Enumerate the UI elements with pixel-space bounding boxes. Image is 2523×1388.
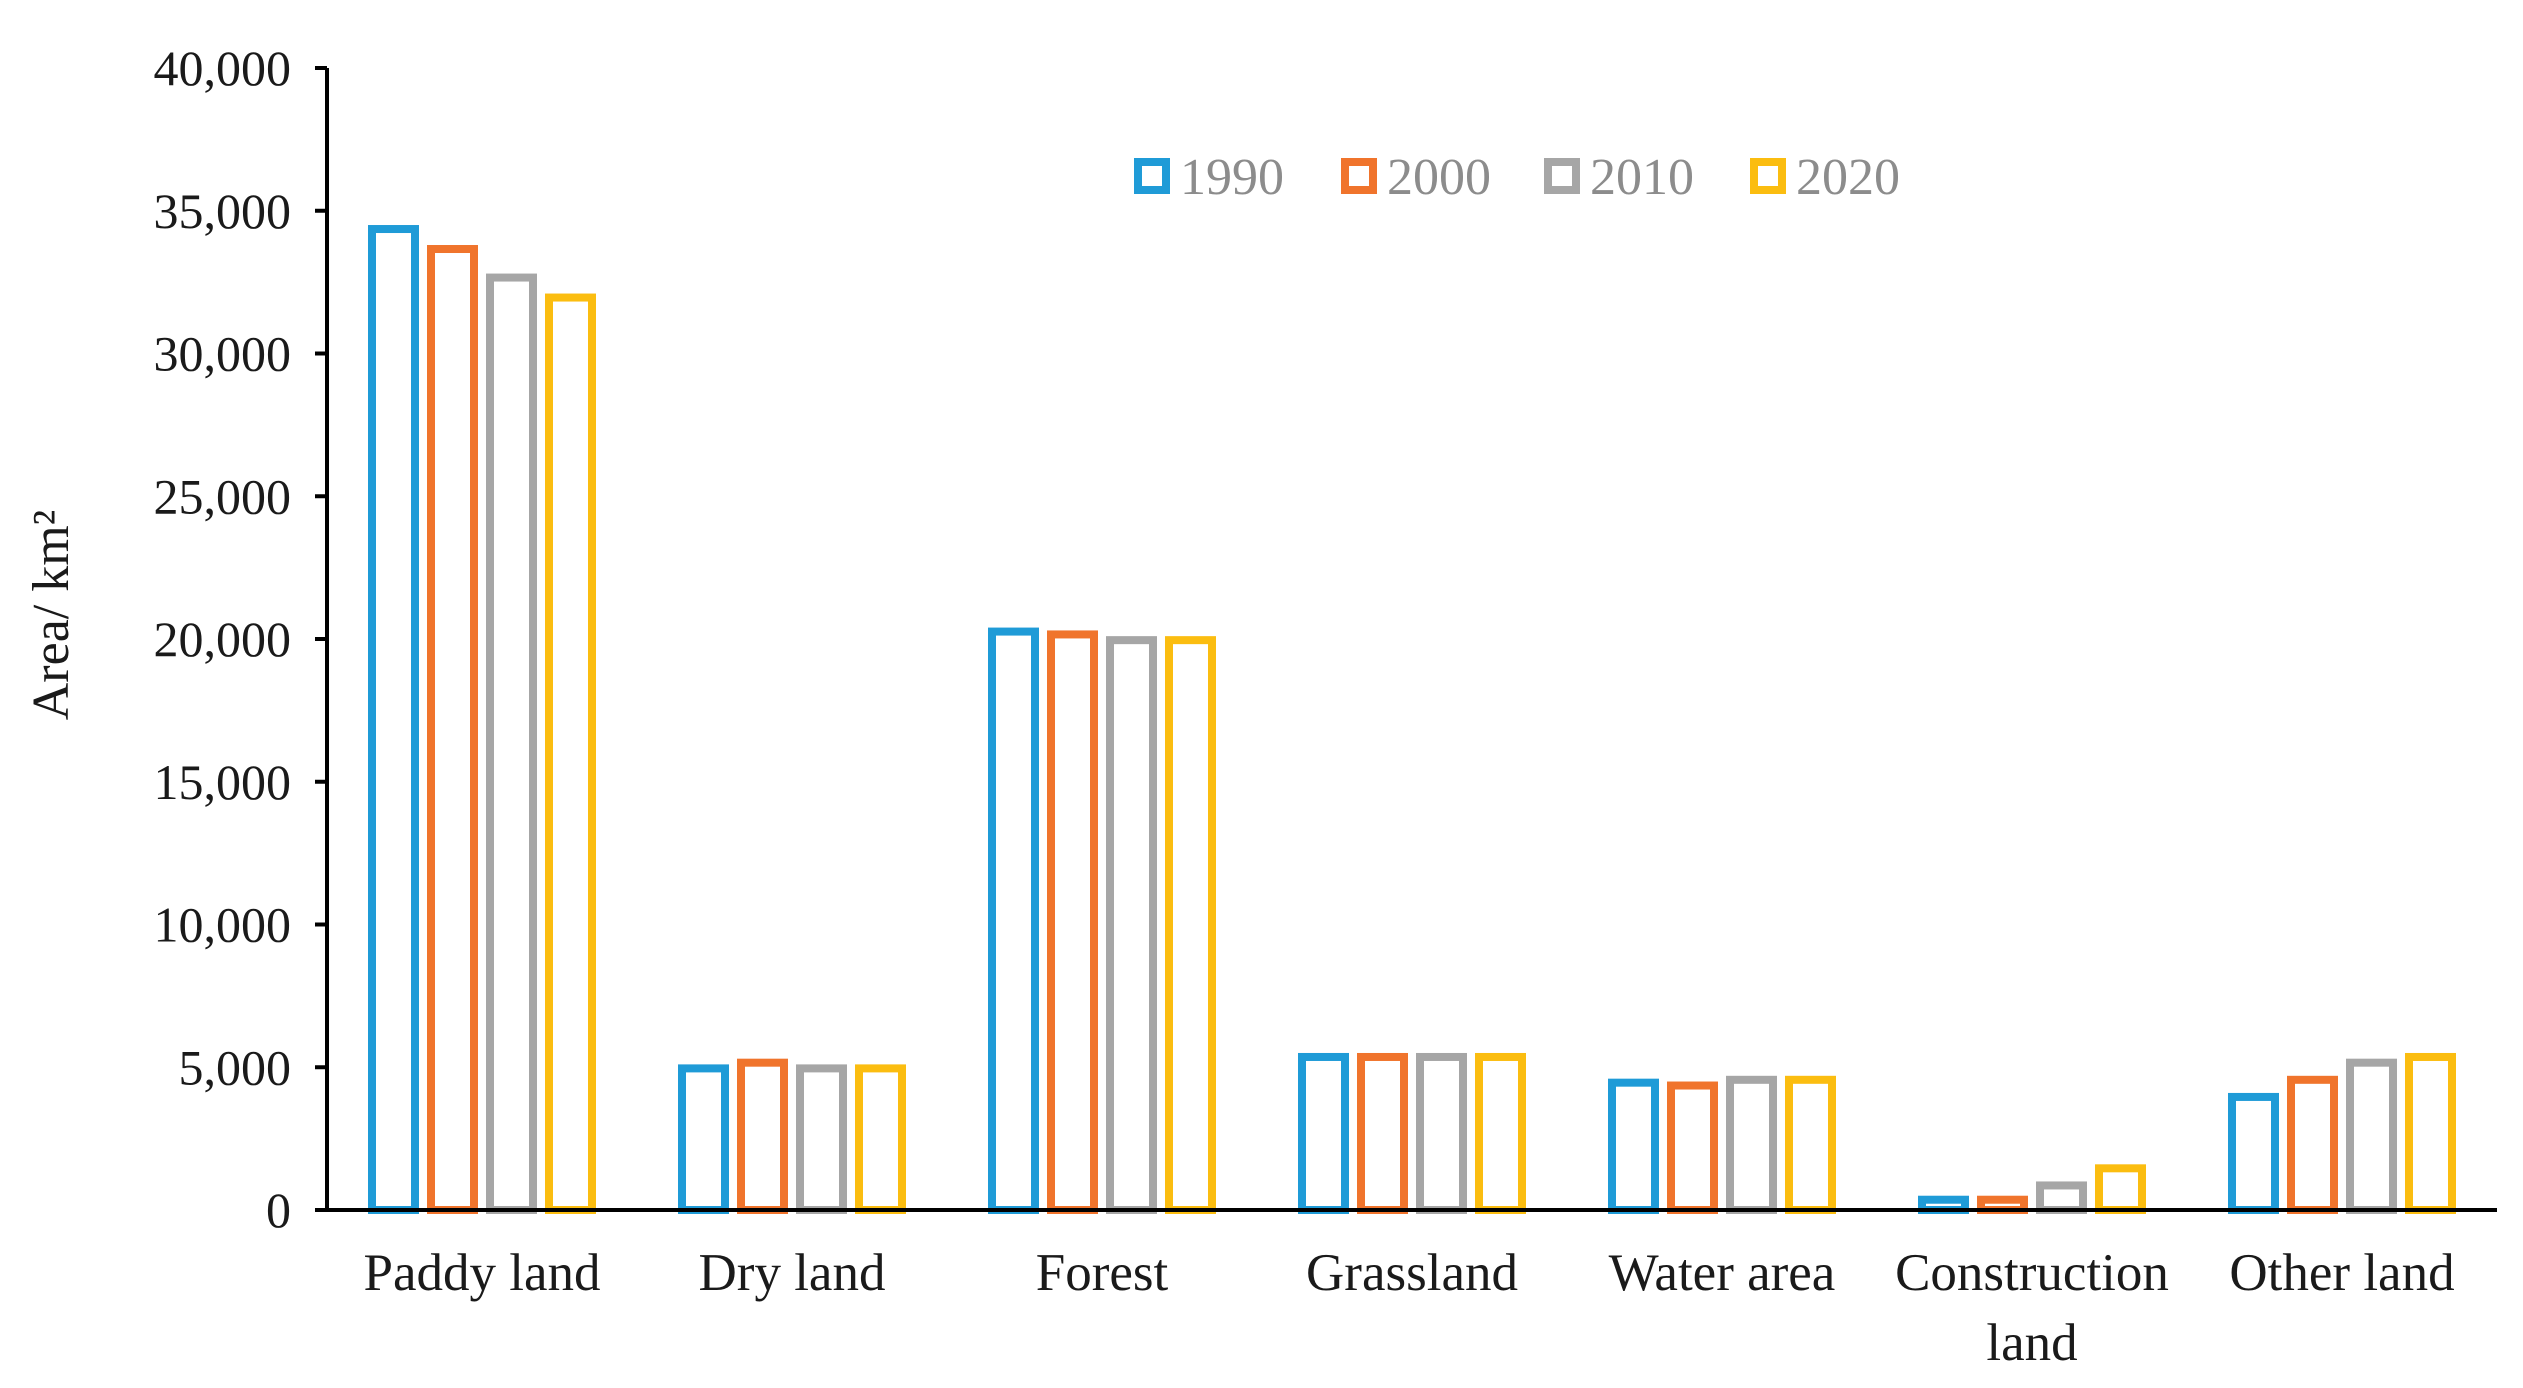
legend-label-2020: 2020 [1796, 149, 1900, 206]
bar-2020-grassland [1475, 1052, 1526, 1214]
y-tick-label: 25,000 [154, 468, 292, 524]
x-category-label: Dry land [699, 1244, 886, 1302]
legend-swatch-2010 [1544, 158, 1580, 194]
y-tick-label: 35,000 [154, 183, 292, 239]
bar-2000-paddy-land [427, 245, 478, 1214]
bar-2010-water-area [1726, 1075, 1777, 1214]
x-category-label-line: Dry land [699, 1244, 886, 1302]
bar-2010-forest [1106, 636, 1157, 1214]
bar-2010-grassland [1416, 1052, 1467, 1214]
x-category-label-line: Paddy land [364, 1244, 601, 1302]
x-category-label: Forest [1036, 1244, 1169, 1302]
y-tick-label: 30,000 [154, 326, 292, 382]
x-category-label: Paddy land [364, 1244, 601, 1302]
bar-2000-dry-land [737, 1058, 788, 1215]
x-category-label-line: Construction [1895, 1244, 2169, 1302]
bar-1990-other-land [2228, 1092, 2279, 1214]
x-category-label-line: land [1986, 1314, 2077, 1372]
bar-2010-other-land [2346, 1058, 2397, 1215]
y-tick-label: 5,000 [179, 1039, 292, 1095]
bar-2020-other-land [2405, 1052, 2456, 1214]
bar-2020-forest [1165, 636, 1216, 1214]
x-category-label: Other land [2229, 1244, 2454, 1302]
x-category-label-line: Water area [1609, 1244, 1836, 1302]
bars [368, 225, 2456, 1215]
bar-2010-paddy-land [486, 273, 537, 1214]
bar-2010-dry-land [796, 1064, 847, 1215]
legend-swatch-2020 [1750, 158, 1786, 194]
bar-1990-forest [988, 627, 1039, 1214]
x-category-label: Grassland [1306, 1244, 1518, 1302]
legend-swatch-1990 [1134, 158, 1170, 194]
y-tick-label: 15,000 [154, 754, 292, 810]
bar-1990-grassland [1298, 1052, 1349, 1214]
bar-2000-other-land [2287, 1075, 2338, 1214]
y-tick-label: 0 [266, 1182, 291, 1238]
legend-swatch-2000 [1341, 158, 1377, 194]
y-axis-title: Area/ km² [23, 510, 80, 721]
x-axis-labels: Paddy land Dry land Forest Grassland Water a… [364, 1244, 2455, 1372]
x-category-label: Water area [1609, 1244, 1836, 1302]
legend-label-2000: 2000 [1387, 149, 1491, 206]
y-axis-ticks: 0 5,000 10,000 15,000 20,000 25,000 30,000 35,0… [154, 40, 327, 1238]
x-category-label-line: Forest [1036, 1244, 1169, 1302]
bar-2020-construction-land [2095, 1164, 2146, 1214]
y-tick-label: 10,000 [154, 897, 292, 953]
legend-label-1990: 1990 [1180, 149, 1284, 206]
y-tick-label: 40,000 [154, 40, 292, 96]
bar-2020-water-area [1785, 1075, 1836, 1214]
legend-label-2010: 2010 [1590, 149, 1694, 206]
legend: 1990 2000 2010 2020 [1134, 149, 1900, 206]
bar-1990-paddy-land [368, 225, 419, 1214]
y-tick-label: 20,000 [154, 611, 292, 667]
bar-2000-water-area [1667, 1081, 1718, 1215]
bar-1990-water-area [1608, 1078, 1659, 1215]
bar-2010-construction-land [2036, 1181, 2087, 1214]
x-category-label-line: Other land [2229, 1244, 2454, 1302]
x-category-label: Construction land [1895, 1244, 2169, 1372]
bar-2000-grassland [1357, 1052, 1408, 1214]
bar-2000-forest [1047, 630, 1098, 1214]
bar-1990-dry-land [678, 1064, 729, 1215]
bar-2020-paddy-land [545, 293, 596, 1215]
bar-2020-dry-land [855, 1064, 906, 1215]
x-category-label-line: Grassland [1306, 1244, 1518, 1302]
